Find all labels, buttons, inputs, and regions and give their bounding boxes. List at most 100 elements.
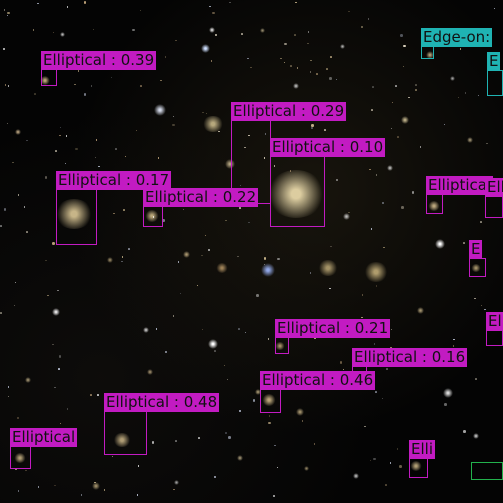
faint-star bbox=[121, 260, 123, 263]
faint-star bbox=[7, 386, 10, 388]
faint-star bbox=[239, 207, 241, 209]
faint-star bbox=[250, 66, 252, 69]
detection-label: Elliptical : 0.17 bbox=[56, 171, 172, 190]
faint-star bbox=[226, 378, 229, 381]
faint-star bbox=[155, 328, 158, 330]
elliptical-detection-box: Elliptical bbox=[10, 428, 78, 469]
sky-object bbox=[261, 263, 275, 277]
faint-star bbox=[7, 395, 10, 398]
faint-star bbox=[90, 85, 93, 87]
other-detection-box bbox=[471, 462, 503, 480]
detection-label: Elli bbox=[409, 440, 435, 459]
faint-star bbox=[408, 96, 410, 99]
faint-star bbox=[115, 148, 117, 150]
elliptical-detection-box: Elliptical : 0.21 bbox=[275, 319, 391, 354]
faint-star bbox=[45, 259, 47, 262]
faint-star bbox=[202, 111, 204, 114]
faint-star bbox=[419, 146, 422, 148]
faint-star bbox=[6, 14, 9, 17]
faint-star bbox=[157, 157, 160, 159]
faint-star bbox=[309, 71, 312, 73]
faint-star bbox=[294, 34, 296, 36]
faint-star bbox=[196, 284, 199, 287]
faint-star bbox=[210, 60, 213, 62]
faint-star bbox=[179, 292, 182, 295]
sky-object bbox=[387, 165, 393, 171]
faint-star bbox=[135, 129, 138, 132]
faint-star bbox=[201, 254, 203, 257]
faint-star bbox=[57, 289, 59, 292]
elliptical-detection-box: Elliptical : 0.12 bbox=[486, 312, 503, 346]
faint-star bbox=[26, 231, 28, 233]
faint-star bbox=[248, 221, 250, 224]
faint-star bbox=[267, 338, 270, 340]
detection-label: E bbox=[469, 240, 483, 259]
faint-star bbox=[182, 208, 185, 211]
faint-star bbox=[283, 61, 286, 64]
faint-star bbox=[370, 228, 373, 230]
faint-star bbox=[361, 294, 364, 296]
faint-star bbox=[381, 397, 384, 400]
elliptical-detection-box: Elliptical : 0.29 bbox=[231, 102, 347, 204]
faint-star bbox=[164, 350, 168, 354]
faint-star bbox=[296, 67, 299, 69]
faint-star bbox=[97, 394, 99, 396]
faint-star bbox=[381, 201, 385, 205]
elliptical-detection-box: Elliptical : 0.17 bbox=[56, 171, 172, 245]
faint-star bbox=[402, 65, 405, 68]
faint-star bbox=[139, 9, 142, 12]
detection-label: Elliptical : 0.21 bbox=[275, 319, 391, 338]
faint-star bbox=[326, 68, 328, 70]
faint-star bbox=[486, 142, 488, 145]
detection-label: Edge-on: bbox=[421, 28, 493, 47]
sky-object bbox=[339, 43, 345, 49]
detection-label: Elli bbox=[485, 178, 503, 197]
faint-star bbox=[263, 263, 266, 266]
faint-star bbox=[110, 76, 113, 78]
faint-star bbox=[7, 85, 10, 87]
faint-star bbox=[268, 421, 271, 425]
faint-star bbox=[3, 208, 7, 211]
faint-star bbox=[47, 294, 49, 297]
faint-star bbox=[59, 126, 62, 129]
detection-label: Elliptical : 0.46 bbox=[260, 371, 376, 390]
faint-star bbox=[123, 209, 125, 211]
sky-object bbox=[147, 369, 153, 375]
sky-object bbox=[342, 212, 350, 220]
faint-star bbox=[399, 465, 402, 468]
faint-star bbox=[484, 308, 486, 311]
sky-object bbox=[435, 239, 445, 249]
faint-star bbox=[256, 294, 259, 297]
faint-star bbox=[335, 78, 338, 81]
faint-star bbox=[26, 139, 28, 142]
elliptical-detection-box: Elli bbox=[485, 178, 503, 218]
faint-star bbox=[274, 444, 276, 447]
sky-object bbox=[216, 263, 228, 273]
faint-star bbox=[66, 408, 69, 410]
faint-star bbox=[0, 225, 2, 227]
faint-star bbox=[173, 488, 175, 491]
faint-star bbox=[213, 475, 217, 479]
faint-star bbox=[52, 343, 54, 346]
faint-star bbox=[17, 490, 20, 492]
faint-star bbox=[140, 85, 142, 87]
faint-star bbox=[335, 178, 339, 182]
faint-star bbox=[372, 86, 374, 88]
faint-star bbox=[65, 135, 68, 137]
faint-star bbox=[23, 206, 26, 208]
faint-star bbox=[247, 57, 249, 60]
faint-star bbox=[228, 436, 231, 439]
sky-object bbox=[416, 306, 424, 314]
faint-star bbox=[52, 242, 55, 245]
sky-object bbox=[237, 455, 243, 461]
edge-on-detection-box: E bbox=[487, 52, 503, 96]
faint-star bbox=[330, 56, 332, 58]
faint-star bbox=[395, 85, 397, 87]
faint-star bbox=[241, 33, 243, 35]
faint-star bbox=[311, 127, 313, 129]
faint-star bbox=[329, 77, 332, 80]
faint-star bbox=[307, 42, 309, 45]
faint-star bbox=[94, 481, 96, 484]
faint-star bbox=[364, 425, 366, 428]
sky-object bbox=[296, 408, 304, 416]
